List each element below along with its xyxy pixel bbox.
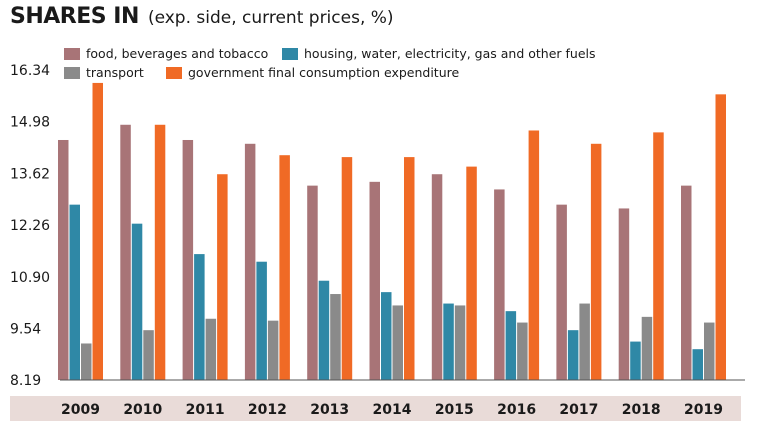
chart-title: SHARES IN (exp. side, current prices, %) bbox=[10, 4, 394, 29]
bar-2016-series-3 bbox=[517, 322, 528, 380]
bar-2009-series-1 bbox=[58, 139, 69, 380]
bar-2018-series-2 bbox=[630, 341, 641, 380]
x-category-label: 2016 bbox=[497, 402, 536, 418]
y-tick-label: 10.90 bbox=[10, 270, 50, 286]
chart-title-main: SHARES IN bbox=[10, 4, 139, 29]
x-category-label: 2019 bbox=[684, 402, 723, 418]
bar-2016-series-4 bbox=[528, 130, 540, 380]
x-category-label: 2017 bbox=[559, 402, 598, 418]
bar-2016-series-2 bbox=[505, 311, 517, 380]
bar-2009-series-2 bbox=[69, 204, 80, 380]
y-tick-label: 9.54 bbox=[10, 322, 41, 338]
legend-swatch-3 bbox=[64, 67, 80, 79]
bar-2012-series-3 bbox=[267, 320, 279, 380]
legend-label-2: housing, water, electricity, gas and oth… bbox=[304, 46, 596, 61]
bar-2019-series-2 bbox=[692, 349, 703, 380]
bar-2009-series-4 bbox=[92, 82, 103, 381]
bar-2010-series-2 bbox=[131, 223, 143, 380]
bar-2016-series-1 bbox=[494, 189, 505, 380]
bar-2017-series-2 bbox=[567, 330, 579, 380]
x-category-label: 2010 bbox=[123, 402, 162, 418]
bar-2013-series-1 bbox=[307, 185, 318, 380]
x-category-label: 2014 bbox=[373, 402, 412, 418]
bar-2010-series-1 bbox=[120, 124, 131, 381]
bar-2012-series-4 bbox=[279, 155, 290, 380]
bar-2013-series-2 bbox=[318, 280, 330, 380]
bar-2014-series-1 bbox=[369, 181, 380, 380]
y-tick-label: 13.62 bbox=[10, 166, 50, 182]
bar-2017-series-4 bbox=[590, 143, 602, 380]
x-category-label: 2009 bbox=[61, 402, 100, 418]
legend-label-3: transport bbox=[86, 65, 144, 80]
category-band bbox=[10, 396, 741, 421]
y-tick-label: 12.26 bbox=[10, 218, 50, 234]
bar-2011-series-4 bbox=[217, 174, 228, 380]
bar-2015-series-3 bbox=[454, 305, 466, 380]
bar-2013-series-4 bbox=[341, 157, 353, 380]
bar-2014-series-3 bbox=[392, 305, 403, 380]
bar-2014-series-2 bbox=[381, 292, 392, 380]
bar-2014-series-4 bbox=[404, 157, 415, 380]
bar-2018-series-1 bbox=[618, 208, 630, 380]
bar-2019-series-1 bbox=[681, 185, 692, 380]
x-category-label: 2011 bbox=[186, 402, 225, 418]
chart-title-subtitle: (exp. side, current prices, %) bbox=[147, 8, 394, 28]
bar-2011-series-3 bbox=[205, 318, 217, 380]
bar-2011-series-1 bbox=[182, 139, 194, 380]
legend-swatch-4 bbox=[166, 67, 182, 79]
bar-2015-series-4 bbox=[466, 166, 477, 380]
legend-label-1: food, beverages and tobacco bbox=[86, 46, 268, 61]
y-tick-label: 8.19 bbox=[10, 373, 41, 389]
bar-2019-series-3 bbox=[704, 322, 715, 380]
bar-2010-series-3 bbox=[143, 330, 154, 380]
bar-2018-series-3 bbox=[641, 316, 653, 380]
bar-2013-series-3 bbox=[330, 294, 341, 380]
y-tick-label: 16.34 bbox=[10, 63, 50, 79]
x-category-label: 2012 bbox=[248, 402, 287, 418]
bar-2017-series-3 bbox=[579, 303, 590, 380]
bar-2012-series-2 bbox=[256, 261, 267, 380]
bar-2011-series-2 bbox=[194, 254, 205, 380]
x-category-label: 2018 bbox=[622, 402, 661, 418]
bar-2012-series-1 bbox=[244, 143, 256, 380]
x-category-label: 2013 bbox=[310, 402, 349, 418]
legend-label-4: government final consumption expenditure bbox=[188, 65, 459, 80]
legend-swatch-1 bbox=[64, 48, 80, 60]
legend-swatch-2 bbox=[282, 48, 298, 60]
bar-2010-series-4 bbox=[154, 124, 166, 381]
bar-2017-series-1 bbox=[556, 204, 567, 380]
bar-2018-series-4 bbox=[653, 132, 664, 380]
y-tick-label: 14.98 bbox=[10, 115, 50, 131]
bar-2015-series-1 bbox=[431, 174, 443, 380]
x-category-label: 2015 bbox=[435, 402, 474, 418]
bar-2015-series-2 bbox=[443, 303, 454, 380]
bar-2009-series-3 bbox=[81, 343, 92, 380]
bar-2019-series-4 bbox=[715, 94, 726, 380]
